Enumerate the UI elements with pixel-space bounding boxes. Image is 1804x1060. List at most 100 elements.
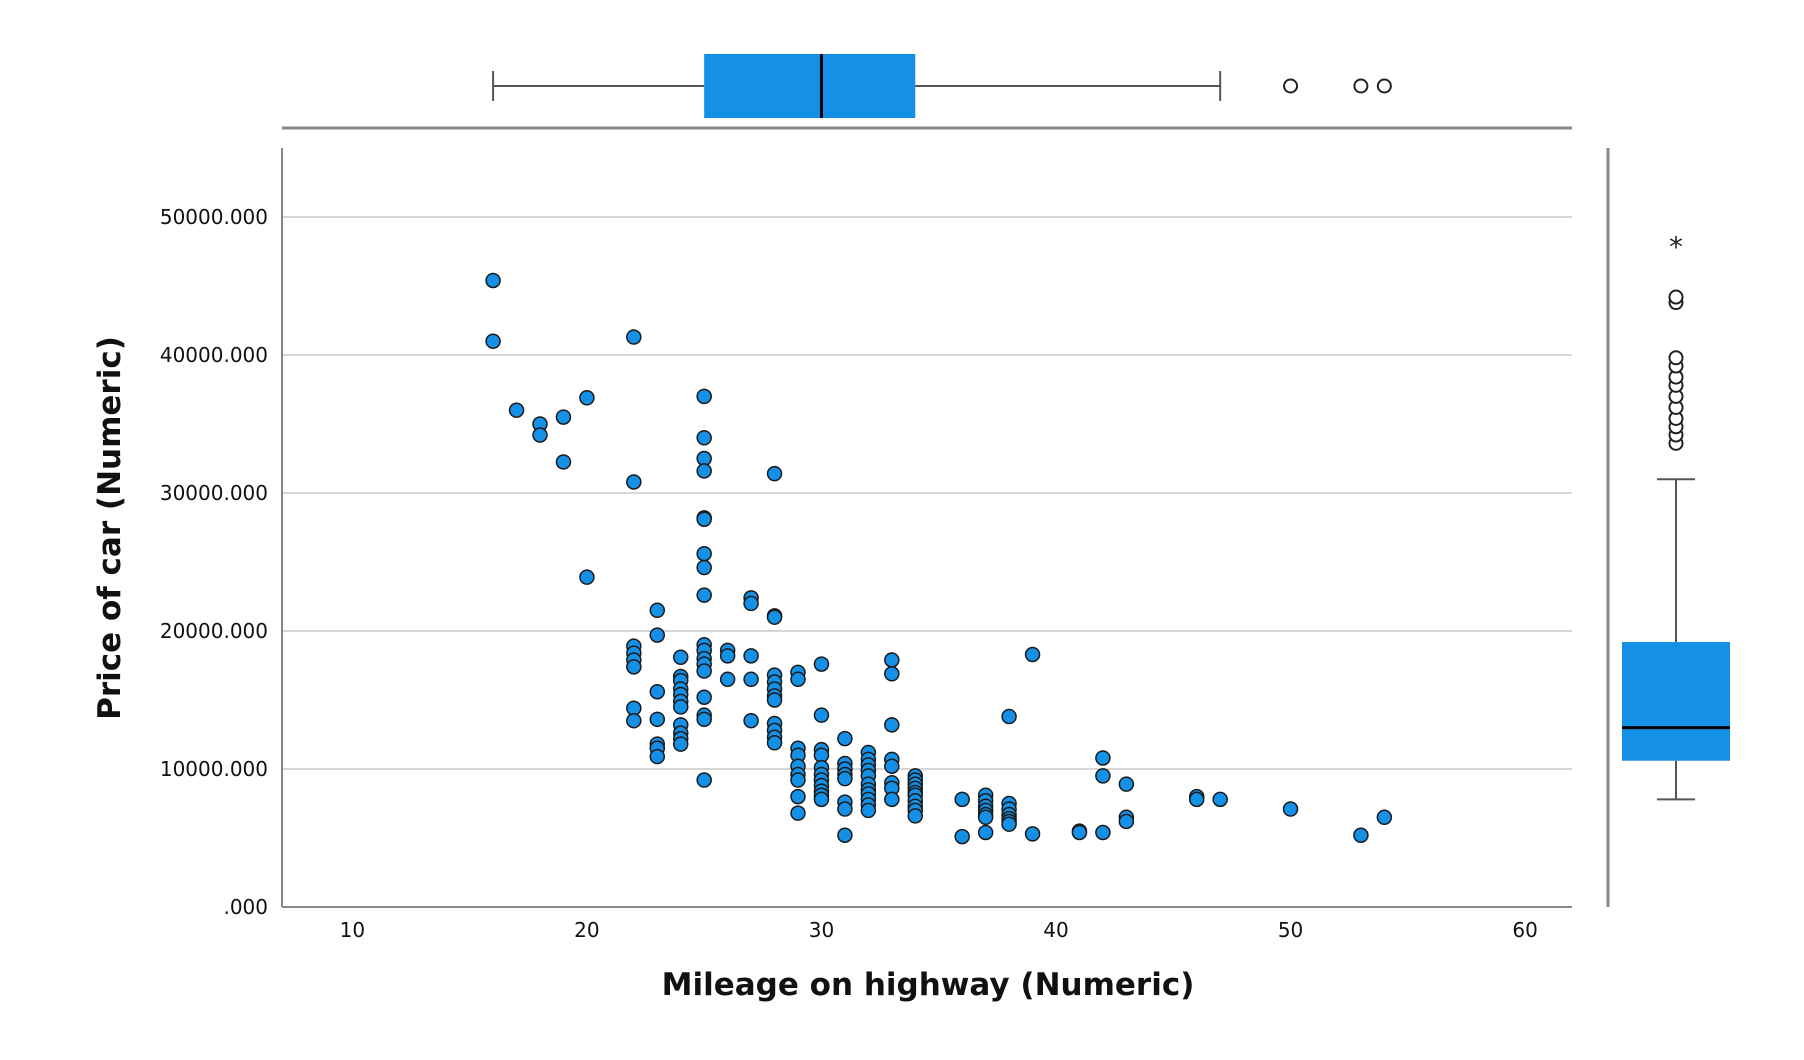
- y-box: [1622, 642, 1730, 761]
- data-point: [954, 791, 970, 808]
- data-point: [766, 692, 783, 708]
- data-point: [813, 791, 830, 808]
- x-tick-label: 60: [1512, 918, 1537, 942]
- data-point: [696, 587, 712, 603]
- y-tick-label: 40000.000: [160, 343, 268, 367]
- data-point: [626, 329, 642, 345]
- data-point: [1376, 809, 1393, 826]
- grid-lines: [282, 216, 1572, 770]
- x-tick-label: 50: [1278, 918, 1303, 942]
- x-tick-label: 40: [1043, 918, 1068, 942]
- y-axis-title: Price of car (Numeric): [92, 336, 128, 720]
- data-point: [649, 711, 666, 728]
- data-point: [743, 648, 759, 664]
- data-point: [766, 465, 783, 482]
- data-point: [837, 827, 853, 843]
- data-point: [860, 802, 877, 819]
- data-point: [1118, 813, 1135, 830]
- y-box-outlier: [1668, 289, 1684, 305]
- data-point: [696, 511, 712, 527]
- y-boxplot: *: [1622, 231, 1730, 801]
- y-box-extreme-marker: *: [1669, 231, 1683, 264]
- data-point: [555, 454, 572, 470]
- data-point: [1282, 801, 1299, 817]
- data-point: [649, 683, 666, 700]
- data-point: [1188, 791, 1205, 808]
- y-tick-label: 50000.000: [160, 205, 268, 229]
- data-point: [1001, 708, 1017, 725]
- data-point: [884, 666, 900, 682]
- x-box-outlier: [1353, 78, 1369, 94]
- axes: [281, 126, 1610, 908]
- tick-labels: .000 10000.000 20000.000 30000.000 40000.000…: [160, 205, 1538, 942]
- data-point: [884, 652, 900, 668]
- y-tick-label: 20000.000: [160, 619, 268, 643]
- data-point: [1118, 776, 1135, 792]
- data-point: [884, 717, 900, 733]
- data-point: [555, 409, 572, 425]
- data-point: [884, 758, 900, 774]
- data-point: [954, 828, 970, 845]
- data-point: [766, 609, 783, 625]
- x-axis-title: Mileage on highway (Numeric): [662, 967, 1195, 1003]
- data-point: [1353, 827, 1369, 843]
- data-point: [1095, 768, 1111, 784]
- data-point: [579, 390, 595, 406]
- data-point: [884, 791, 900, 808]
- data-point: [579, 569, 595, 585]
- data-point: [743, 712, 759, 729]
- data-point: [696, 388, 712, 405]
- data-point: [743, 595, 759, 612]
- data-point: [790, 805, 806, 821]
- data-point: [696, 689, 712, 705]
- data-point: [649, 748, 666, 765]
- data-point: [626, 712, 642, 729]
- y-box-outlier: [1668, 350, 1684, 366]
- data-point: [790, 772, 806, 788]
- data-point: [1024, 646, 1041, 663]
- data-point: [696, 663, 712, 679]
- data-point: [743, 671, 759, 688]
- data-point: [719, 648, 736, 664]
- data-points: [485, 272, 1393, 845]
- data-point: [626, 474, 642, 490]
- data-point: [1095, 750, 1111, 766]
- data-point: [837, 730, 853, 747]
- data-point: [649, 602, 666, 619]
- y-tick-label: .000: [223, 895, 268, 919]
- x-box: [704, 54, 916, 118]
- data-point: [719, 671, 736, 688]
- data-point: [837, 770, 853, 787]
- data-point: [977, 809, 994, 826]
- y-tick-label: 10000.000: [160, 757, 268, 781]
- y-tick-label: 30000.000: [160, 481, 268, 505]
- x-box-outlier: [1283, 78, 1299, 94]
- data-point: [766, 735, 783, 751]
- data-point: [532, 427, 548, 443]
- data-point: [626, 659, 642, 675]
- data-point: [977, 824, 994, 841]
- data-point: [1212, 791, 1228, 808]
- data-point: [696, 559, 712, 576]
- data-point: [790, 671, 806, 688]
- data-point: [1071, 824, 1088, 841]
- data-point: [790, 788, 806, 805]
- data-point: [1095, 824, 1111, 841]
- data-point: [485, 272, 501, 289]
- x-boxplot: [492, 54, 1392, 118]
- x-tick-label: 20: [574, 918, 599, 942]
- data-point: [813, 656, 830, 672]
- data-point: [649, 627, 666, 643]
- data-point: [696, 545, 712, 562]
- data-point: [907, 808, 924, 824]
- data-point: [672, 699, 689, 715]
- data-point: [508, 402, 525, 418]
- x-tick-label: 30: [809, 918, 834, 942]
- data-point: [672, 649, 689, 665]
- data-point: [696, 463, 712, 479]
- data-point: [837, 801, 853, 817]
- data-point: [696, 711, 712, 728]
- data-point: [813, 707, 830, 723]
- data-point: [1001, 816, 1017, 832]
